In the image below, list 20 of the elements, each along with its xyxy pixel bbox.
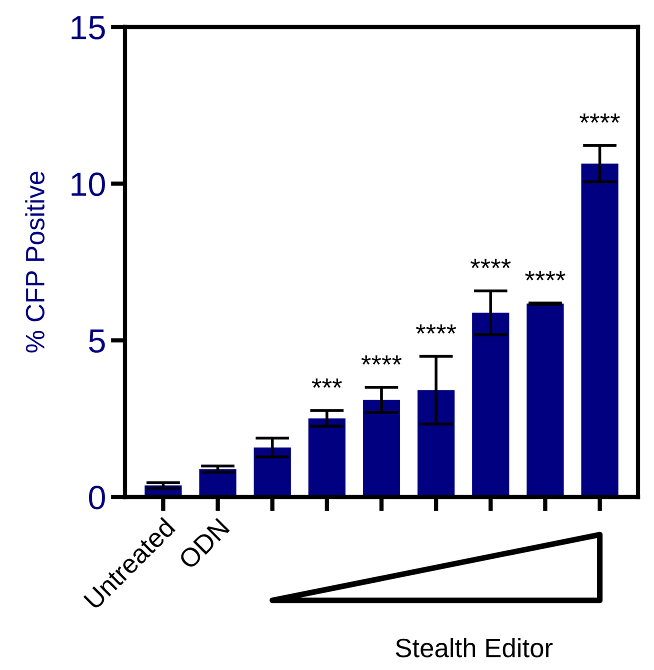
bar [308,418,346,497]
x-axis-title: Stealth Editor [396,638,553,658]
bar [199,469,236,497]
y-tick-label: 15 [72,16,105,40]
bar [418,390,455,497]
bar [472,312,510,497]
bar [581,164,618,497]
data-label: **** [361,355,402,365]
data-label: **** [525,271,566,280]
bar [362,400,400,497]
data-label: **** [470,258,511,268]
y-tick-label: 0 [89,486,105,510]
y-tick-label: 10 [72,172,105,196]
data-label: **** [416,324,456,334]
bar [254,447,291,497]
data-label: **** [580,113,620,123]
data-label: *** [312,378,342,388]
y-tick-label: 5 [89,329,105,353]
bar [526,304,564,497]
y-axis-title: % CFP Positive [25,172,45,352]
